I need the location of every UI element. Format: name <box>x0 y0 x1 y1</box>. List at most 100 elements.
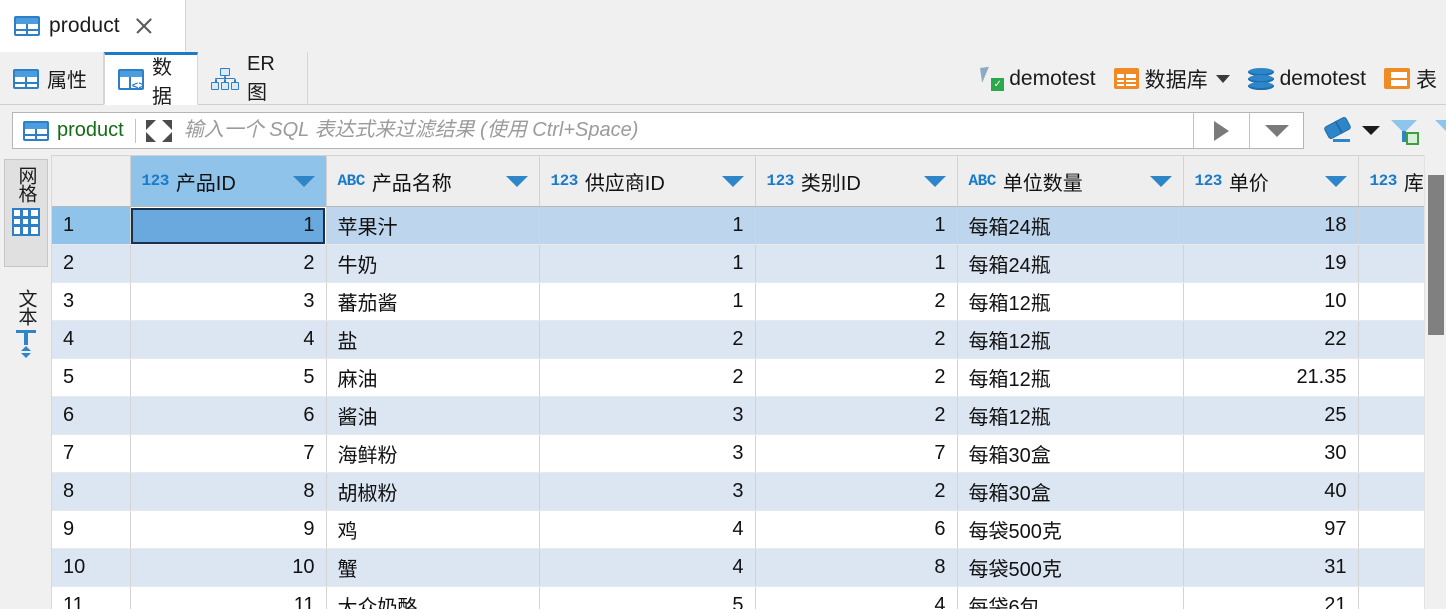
column-header-1[interactable]: ABC 产品名称 <box>326 155 540 207</box>
table-cell[interactable]: 18 <box>1183 206 1359 245</box>
chevron-down-icon[interactable] <box>1215 74 1230 83</box>
column-filter-arrow-icon[interactable] <box>1149 175 1172 187</box>
column-filter-arrow-icon[interactable] <box>721 175 744 187</box>
table-cell[interactable]: 30 <box>1183 434 1359 473</box>
table-cell[interactable]: 酱油 <box>326 396 540 435</box>
table-cell[interactable]: 1 <box>539 282 756 321</box>
table-cell[interactable]: 10 <box>1183 282 1359 321</box>
table-cell[interactable]: 40 <box>1183 472 1359 511</box>
vtab-grid[interactable]: 网格 <box>4 159 48 267</box>
tab-properties[interactable]: 属性 <box>0 52 104 105</box>
table-cell[interactable]: 每箱12瓶 <box>957 320 1184 359</box>
table-cell[interactable]: 5 <box>130 358 327 397</box>
table-cell[interactable]: 4 <box>539 548 756 587</box>
row-number-cell[interactable]: 6 <box>52 396 131 435</box>
table-cell[interactable]: 鸡 <box>326 510 540 549</box>
filter-input[interactable] <box>181 113 1193 148</box>
table-cell[interactable]: 21.35 <box>1183 358 1359 397</box>
table-cell[interactable]: 10 <box>130 548 327 587</box>
table-cell[interactable]: 2 <box>755 358 958 397</box>
table-cell[interactable]: 97 <box>1183 510 1359 549</box>
table-row[interactable]: 7 7 海鲜粉 3 7 每箱30盒 30 <box>52 434 1446 473</box>
table-cell[interactable]: 11 <box>130 586 327 609</box>
row-number-cell[interactable]: 10 <box>52 548 131 587</box>
table-cell[interactable]: 3 <box>539 434 756 473</box>
clear-filter-button[interactable] <box>1316 112 1360 149</box>
vtab-text[interactable]: 文本 <box>4 283 48 395</box>
tab-er-diagram[interactable]: ER 图 <box>198 52 308 105</box>
apply-filter-button[interactable] <box>1426 112 1446 149</box>
column-header-3[interactable]: 123 类别ID <box>755 155 958 207</box>
row-number-cell[interactable]: 11 <box>52 586 131 609</box>
table-cell[interactable]: 大众奶酪 <box>326 586 540 609</box>
table-cell[interactable]: 1 <box>755 244 958 283</box>
table-cell[interactable]: 2 <box>755 472 958 511</box>
column-header-4[interactable]: ABC 单位数量 <box>957 155 1184 207</box>
table-cell[interactable]: 8 <box>130 472 327 511</box>
table-cell[interactable]: 牛奶 <box>326 244 540 283</box>
table-cell[interactable]: 每箱30盒 <box>957 434 1184 473</box>
table-cell[interactable]: 3 <box>130 282 327 321</box>
table-row[interactable]: 5 5 麻油 2 2 每箱12瓶 21.35 <box>52 358 1446 397</box>
filter-table-chip[interactable]: product <box>13 113 135 148</box>
column-header-0[interactable]: 123 产品ID <box>130 155 327 207</box>
table-cell[interactable]: 每箱24瓶 <box>957 244 1184 283</box>
row-number-cell[interactable]: 4 <box>52 320 131 359</box>
table-cell[interactable]: 每袋500克 <box>957 548 1184 587</box>
column-filter-arrow-icon[interactable] <box>292 175 315 187</box>
execute-filter-button[interactable] <box>1193 113 1249 148</box>
table-cell[interactable]: 2 <box>130 244 327 283</box>
table-cell[interactable]: 4 <box>130 320 327 359</box>
row-number-cell[interactable]: 2 <box>52 244 131 283</box>
row-number-cell[interactable]: 5 <box>52 358 131 397</box>
row-number-cell[interactable]: 7 <box>52 434 131 473</box>
row-number-cell[interactable]: 8 <box>52 472 131 511</box>
column-header-2[interactable]: 123 供应商ID <box>539 155 756 207</box>
expand-arrows-icon[interactable] <box>145 119 172 142</box>
table-cell[interactable]: 7 <box>130 434 327 473</box>
table-cell[interactable]: 2 <box>755 282 958 321</box>
table-cell[interactable]: 22 <box>1183 320 1359 359</box>
table-row[interactable]: 8 8 胡椒粉 3 2 每箱30盒 40 <box>52 472 1446 511</box>
table-cell[interactable]: 4 <box>539 510 756 549</box>
table-cell[interactable]: 3 <box>539 396 756 435</box>
column-header-5[interactable]: 123 单价 <box>1183 155 1359 207</box>
table-row[interactable]: 3 3 蕃茄酱 1 2 每箱12瓶 10 <box>52 282 1446 321</box>
table-cell[interactable]: 每箱24瓶 <box>957 206 1184 245</box>
table-cell[interactable]: 19 <box>1183 244 1359 283</box>
row-number-cell[interactable]: 9 <box>52 510 131 549</box>
tab-data[interactable]: <> 数据 <box>104 52 198 108</box>
save-filter-button[interactable] <box>1382 112 1426 149</box>
table-cell[interactable]: 每袋6包 <box>957 586 1184 609</box>
table-cell[interactable]: 每箱12瓶 <box>957 358 1184 397</box>
table-cell[interactable]: 每箱30盒 <box>957 472 1184 511</box>
table-cell[interactable]: 2 <box>539 320 756 359</box>
close-icon[interactable] <box>133 15 155 37</box>
database-selector-item[interactable]: 数据库 <box>1105 52 1239 105</box>
row-number-cell[interactable]: 3 <box>52 282 131 321</box>
active-connection-item[interactable]: ✓ demotest <box>972 52 1104 105</box>
table-cell[interactable]: 2 <box>755 320 958 359</box>
table-cell[interactable]: 盐 <box>326 320 540 359</box>
table-cell[interactable]: 海鲜粉 <box>326 434 540 473</box>
table-cell[interactable]: 每箱12瓶 <box>957 396 1184 435</box>
table-cell[interactable]: 每袋500克 <box>957 510 1184 549</box>
schema-item[interactable]: demotest <box>1239 52 1375 105</box>
vertical-scrollbar[interactable] <box>1424 155 1446 609</box>
table-row[interactable]: 1 1 苹果汁 1 1 每箱24瓶 18 <box>52 206 1446 245</box>
table-cell[interactable]: 蕃茄酱 <box>326 282 540 321</box>
scrollbar-thumb[interactable] <box>1428 175 1444 335</box>
column-filter-arrow-icon[interactable] <box>923 175 946 187</box>
table-row[interactable]: 6 6 酱油 3 2 每箱12瓶 25 <box>52 396 1446 435</box>
table-cell[interactable]: 31 <box>1183 548 1359 587</box>
table-row[interactable]: 11 11 大众奶酪 5 4 每袋6包 21 <box>52 586 1446 609</box>
focused-cell[interactable]: 1 <box>130 206 327 245</box>
table-row[interactable]: 4 4 盐 2 2 每箱12瓶 22 <box>52 320 1446 359</box>
table-group-item[interactable]: 表 <box>1375 52 1446 105</box>
result-grid[interactable]: 123 产品ID ABC 产品名称 123 供应商ID 123 类别ID ABC 单位数量… <box>52 155 1446 609</box>
column-filter-arrow-icon[interactable] <box>1324 175 1347 187</box>
table-cell[interactable]: 每箱12瓶 <box>957 282 1184 321</box>
table-cell[interactable]: 8 <box>755 548 958 587</box>
table-row[interactable]: 2 2 牛奶 1 1 每箱24瓶 19 <box>52 244 1446 283</box>
table-cell[interactable]: 6 <box>755 510 958 549</box>
